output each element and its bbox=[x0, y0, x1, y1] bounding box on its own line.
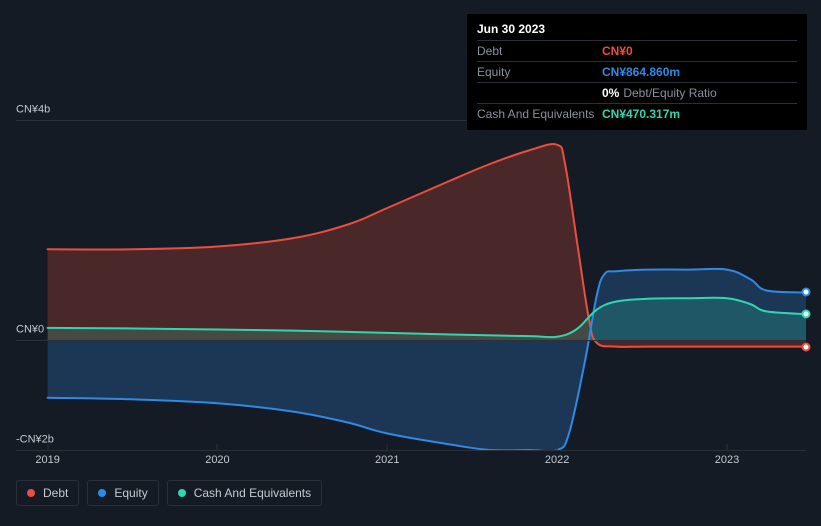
y-axis-label: CN¥0 bbox=[16, 323, 44, 335]
debt-equity-chart: CN¥4bCN¥0-CN¥2b bbox=[16, 120, 806, 450]
x-axis-label: 2021 bbox=[375, 454, 399, 466]
x-tick-mark bbox=[47, 444, 48, 450]
tooltip-row: 0%Debt/Equity Ratio bbox=[477, 82, 797, 103]
legend-item-debt[interactable]: Debt bbox=[16, 480, 79, 506]
x-axis-ticks: 2019 2020 2021 2022 2023 bbox=[16, 450, 806, 470]
x-tick-mark bbox=[387, 444, 388, 450]
tooltip-row-label: Equity bbox=[477, 65, 602, 79]
x-tick-mark bbox=[557, 444, 558, 450]
debt-legend-icon bbox=[27, 489, 35, 497]
legend-item-cash[interactable]: Cash And Equivalents bbox=[167, 480, 322, 506]
tooltip-row: EquityCN¥864.860m bbox=[477, 61, 797, 82]
legend-label: Debt bbox=[43, 486, 68, 500]
equity-endpoint bbox=[802, 288, 811, 297]
y-axis-label: -CN¥2b bbox=[16, 433, 54, 445]
tooltip-row-label: Debt bbox=[477, 44, 602, 58]
tooltip-row-label bbox=[477, 86, 602, 100]
equity-legend-icon bbox=[98, 489, 106, 497]
x-axis-label: 2022 bbox=[545, 454, 569, 466]
debt-endpoint bbox=[802, 342, 811, 351]
tooltip-date: Jun 30 2023 bbox=[477, 20, 797, 40]
legend-label: Cash And Equivalents bbox=[194, 486, 311, 500]
x-axis-label: 2019 bbox=[35, 454, 59, 466]
tooltip-row-value: 0%Debt/Equity Ratio bbox=[602, 86, 797, 100]
legend-label: Equity bbox=[114, 486, 147, 500]
chart-tooltip: Jun 30 2023 DebtCN¥0EquityCN¥864.860m0%D… bbox=[467, 14, 807, 130]
y-axis-label: CN¥4b bbox=[16, 103, 50, 115]
tooltip-row-value: CN¥864.860m bbox=[602, 65, 797, 79]
chart-legend: Debt Equity Cash And Equivalents bbox=[16, 480, 322, 506]
x-tick-mark bbox=[217, 444, 218, 450]
tooltip-row: DebtCN¥0 bbox=[477, 40, 797, 61]
x-axis-label: 2023 bbox=[715, 454, 739, 466]
tooltip-row: Cash And EquivalentsCN¥470.317m bbox=[477, 103, 797, 124]
cash-legend-icon bbox=[178, 489, 186, 497]
tooltip-row-value: CN¥470.317m bbox=[602, 107, 797, 121]
tooltip-row-value: CN¥0 bbox=[602, 44, 797, 58]
legend-item-equity[interactable]: Equity bbox=[87, 480, 158, 506]
x-axis-label: 2020 bbox=[205, 454, 229, 466]
tooltip-row-label: Cash And Equivalents bbox=[477, 107, 602, 121]
gridline bbox=[16, 340, 806, 341]
x-tick-mark bbox=[727, 444, 728, 450]
cash-endpoint bbox=[802, 310, 811, 319]
